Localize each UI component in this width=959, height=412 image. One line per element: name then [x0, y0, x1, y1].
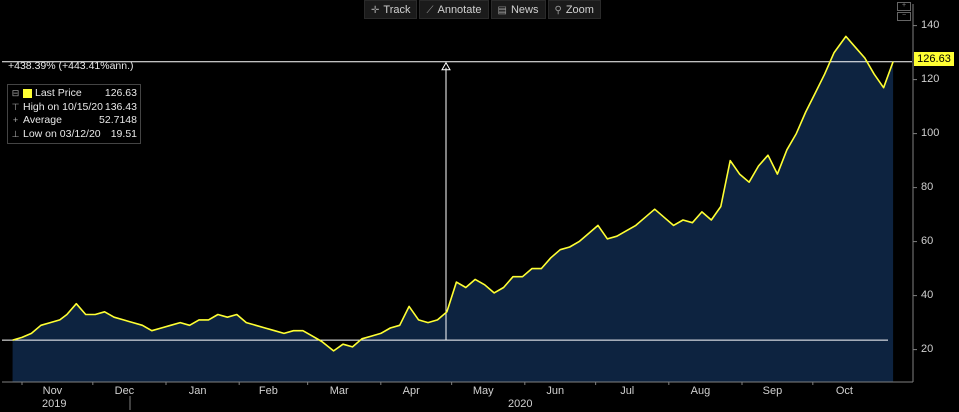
crosshair-icon: ✛: [371, 4, 380, 16]
track-button[interactable]: ✛ Track: [364, 0, 418, 19]
zoom-out-icon[interactable]: −: [897, 12, 911, 21]
zoom-in-icon[interactable]: +: [897, 2, 911, 11]
zoom-label: Zoom: [565, 4, 594, 16]
legend-low-value: 19.51: [110, 127, 137, 140]
y-tick-label: 60: [921, 234, 934, 247]
high-marker-icon: ⊤: [11, 101, 20, 112]
y-tick-label: 40: [921, 288, 934, 301]
x-tick-label: Jan: [188, 385, 207, 397]
newspaper-icon: ▤: [497, 4, 507, 16]
y-tick-label: 100: [921, 126, 940, 139]
legend-low-label: Low on 03/12/20: [23, 127, 101, 140]
legend-low: ⊥ Low on 03/12/20 19.51: [11, 128, 137, 142]
x-tick-label: Mar: [329, 385, 349, 397]
average-marker-icon: +: [12, 115, 19, 125]
news-label: News: [510, 4, 539, 16]
x-tick-label: Nov: [42, 385, 63, 397]
change-annotation: +438.39% (+443.41%ann.): [8, 60, 134, 72]
y-tick-label: 80: [921, 180, 934, 193]
x-tick-label: Feb: [258, 385, 278, 397]
last-price-tag: 126.63: [914, 52, 954, 66]
year-label: 2019: [42, 398, 67, 410]
legend-average-value: 52.7148: [99, 114, 137, 126]
change-arrow-head: [441, 61, 451, 71]
magnifier-icon: ⚲: [554, 4, 562, 16]
x-tick-label: Sep: [762, 385, 783, 397]
news-button[interactable]: ▤ News: [490, 0, 546, 19]
x-tick-label: Oct: [835, 385, 853, 397]
axis-zoom-control[interactable]: + −: [897, 2, 911, 22]
year-label: 2020: [508, 398, 533, 410]
legend-last-price-value: 126.63: [104, 87, 137, 99]
y-tick-label: 20: [921, 342, 934, 355]
track-label: Track: [383, 4, 411, 16]
legend-high-label: High on 10/15/20: [23, 100, 103, 113]
y-tick-label: 120: [921, 72, 940, 85]
x-tick-label: May: [472, 385, 494, 397]
low-marker-icon: ⊥: [11, 128, 20, 139]
pencil-icon: ⟋: [426, 4, 434, 16]
y-tick-label: 140: [921, 18, 940, 31]
legend-average-label: Average: [23, 114, 62, 126]
zoom-button[interactable]: ⚲ Zoom: [547, 0, 601, 19]
series-swatch: [23, 89, 32, 99]
x-tick-label: Jun: [546, 385, 565, 397]
price-line: [12, 35, 894, 352]
price-area-fill: [12, 36, 894, 383]
x-tick-label: Dec: [114, 385, 135, 397]
legend-high-value: 136.43: [104, 100, 137, 113]
legend-last-price: ⊟ Last Price 126.63: [11, 87, 137, 101]
annotate-label: Annotate: [437, 4, 482, 16]
x-tick-label: Apr: [402, 385, 420, 397]
chart-toolbar: ✛ Track ⟋ Annotate ▤ News ⚲ Zoom: [364, 0, 601, 19]
legend-high: ⊤ High on 10/15/20 136.43: [11, 101, 137, 115]
legend-average: + Average 52.7148: [11, 114, 137, 128]
collapse-icon[interactable]: ⊟: [11, 88, 20, 98]
x-tick-label: Jul: [620, 385, 635, 397]
x-tick-label: Aug: [690, 385, 711, 397]
annotate-button[interactable]: ⟋ Annotate: [419, 0, 489, 19]
legend-box: ⊟ Last Price 126.63 ⊤ High on 10/15/20 136…: [7, 84, 141, 144]
legend-last-price-label: Last Price: [35, 87, 82, 99]
